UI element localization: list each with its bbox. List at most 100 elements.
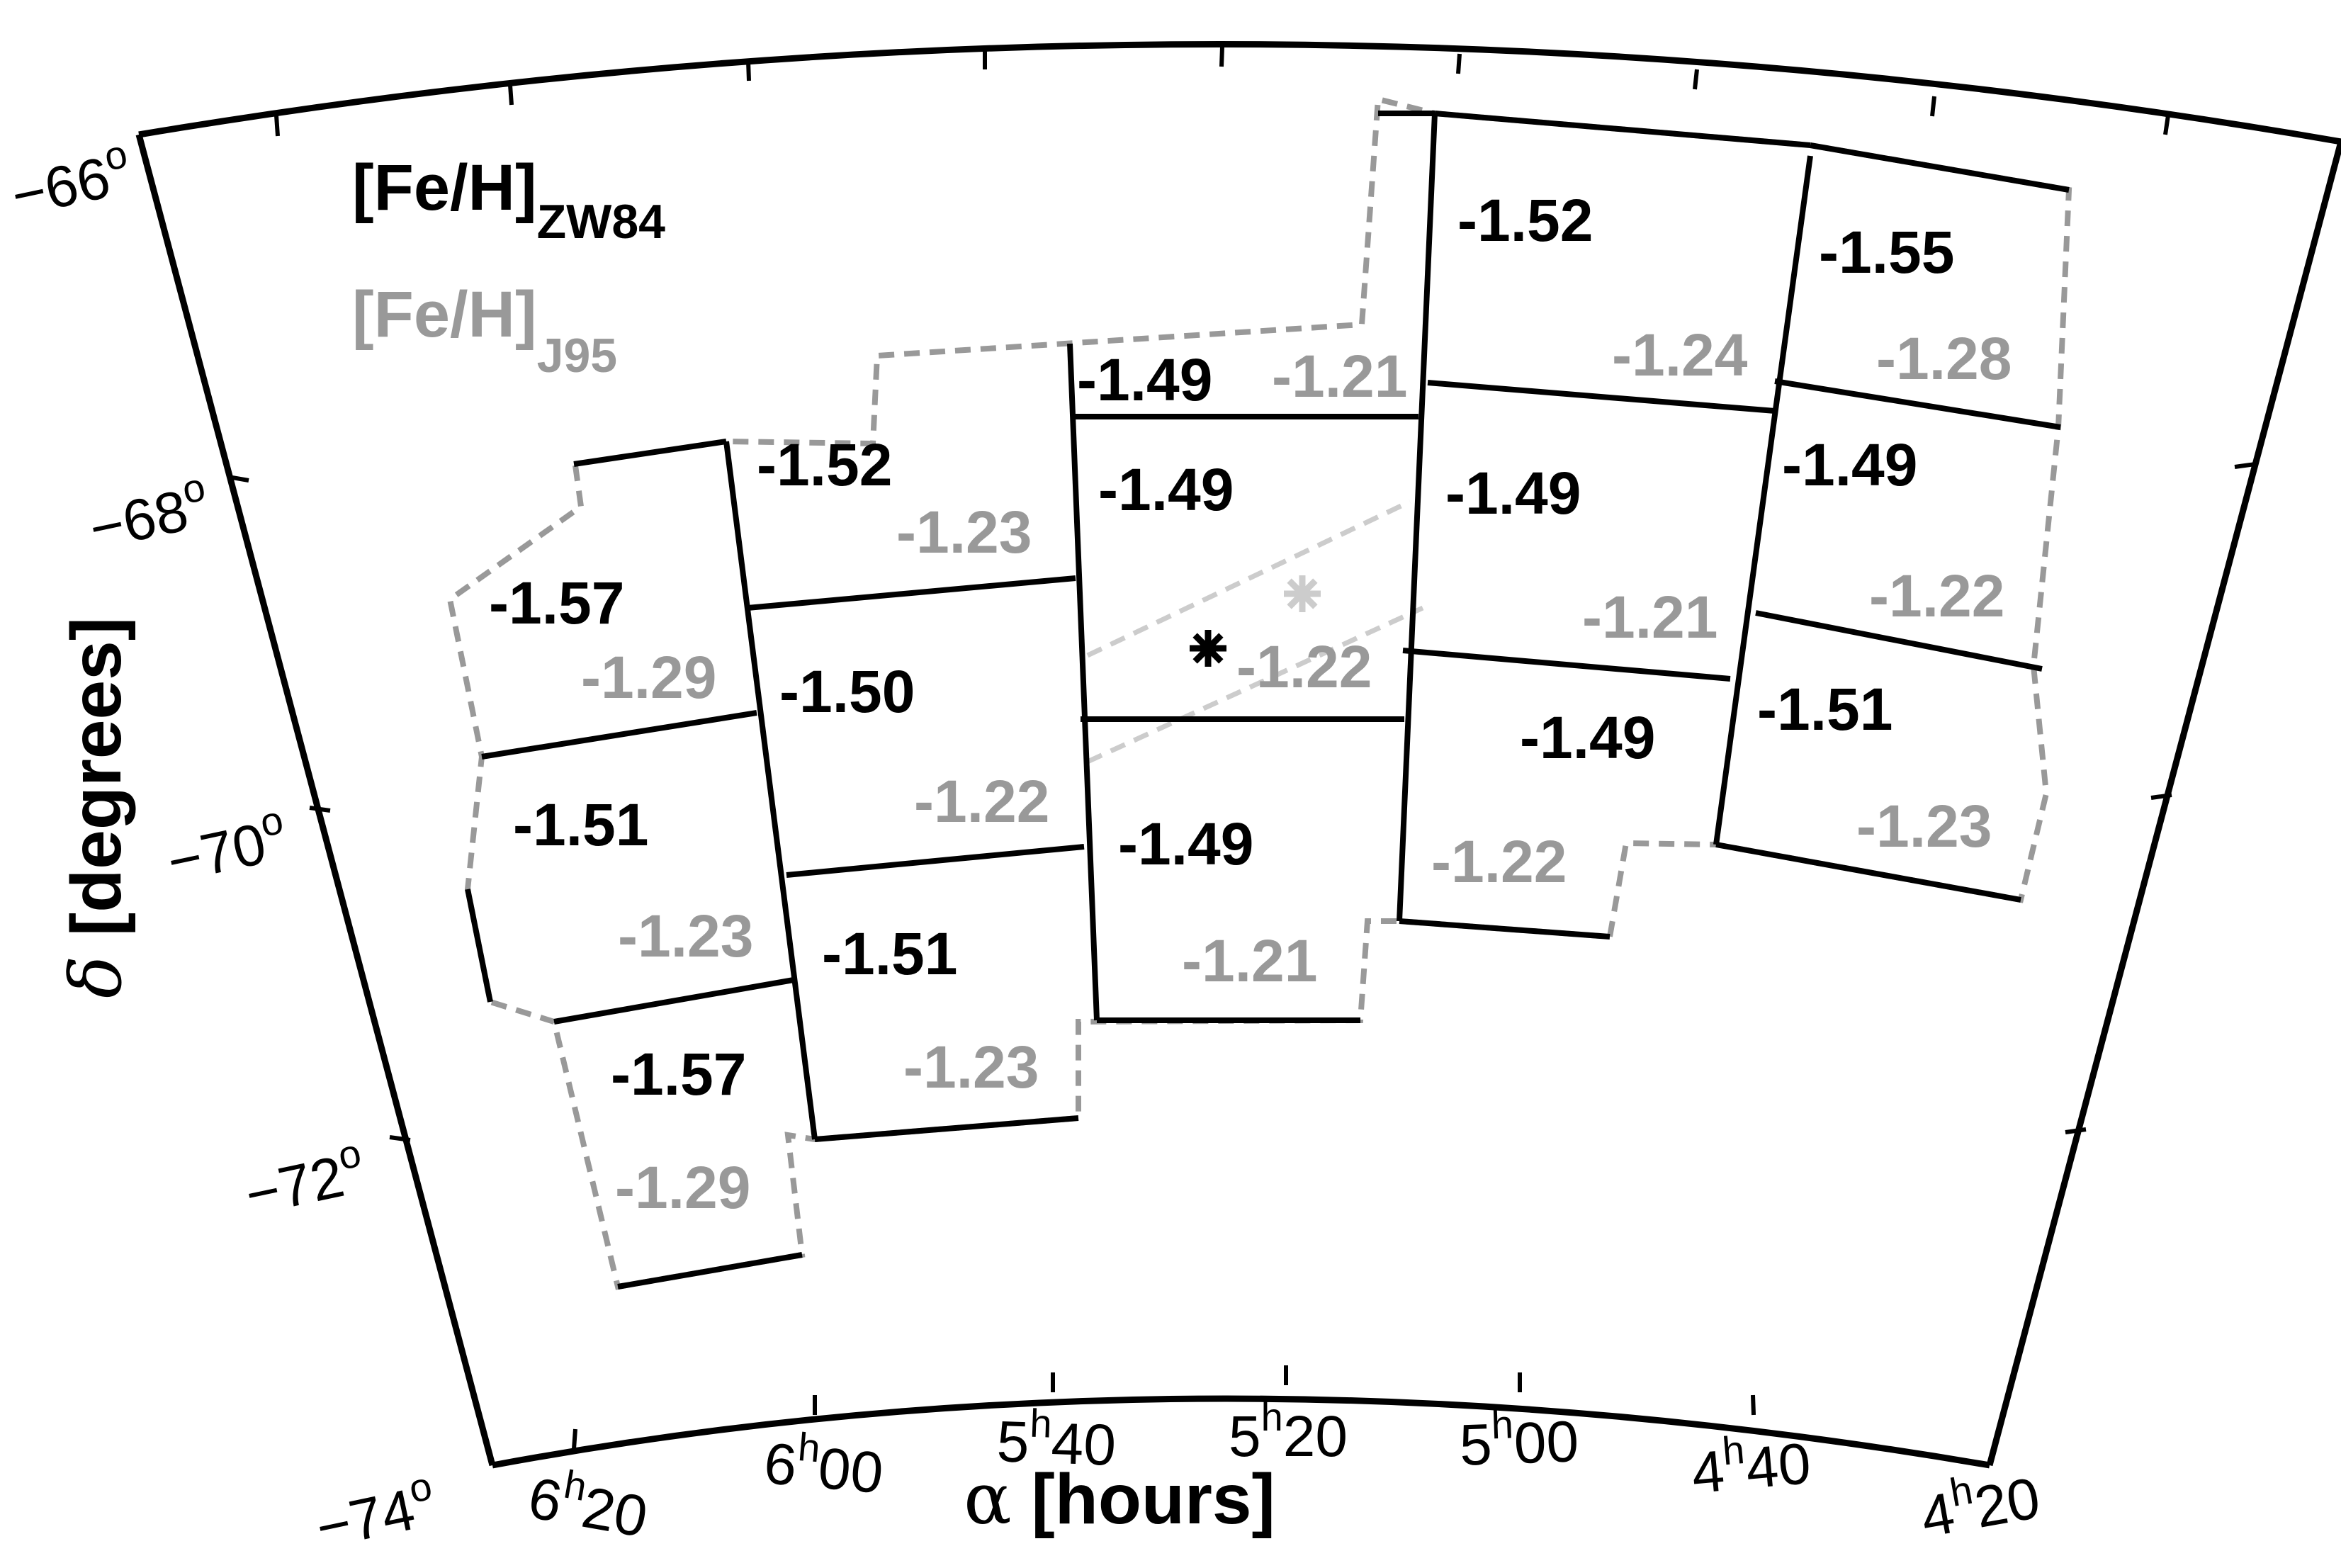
- center-marker-stroke: [1192, 633, 1224, 664]
- x-tick-minutes: 20: [577, 1475, 653, 1550]
- x-tick-h-sup: h: [1261, 1394, 1283, 1439]
- field-value-zw84: -1.49: [1520, 704, 1655, 771]
- y-tick-value: −72: [239, 1144, 349, 1228]
- y-tick-label: −74o: [308, 1463, 441, 1561]
- field-value-j95: -1.21: [1182, 927, 1317, 994]
- legend-primary-sub: ZW84: [537, 195, 666, 249]
- x-tick-bot-1: [572, 1428, 577, 1450]
- field-border-8: [814, 1115, 1079, 1142]
- x-tick-top-7: [1693, 69, 1699, 90]
- field-border-22: [1755, 610, 2043, 672]
- field-border-5: [723, 441, 818, 1140]
- frame-bottom-arc: [492, 1395, 1990, 1469]
- x-tick-h-sup: h: [1491, 1401, 1514, 1447]
- field-value-zw84: -1.49: [1077, 346, 1212, 413]
- field-value-zw84: -1.51: [1757, 676, 1892, 743]
- y-axis-text: [degrees]: [57, 617, 136, 956]
- field-value-zw84: -1.49: [1098, 456, 1234, 523]
- field-value-j95: -1.29: [615, 1154, 750, 1221]
- field-value-j95: -1.24: [1612, 322, 1748, 388]
- map-frame: [135, 40, 2341, 1469]
- field-value-j95: -1.21: [1272, 343, 1407, 410]
- field-value-j95: -1.22: [1431, 828, 1567, 895]
- field-border-17: [1399, 918, 1611, 940]
- x-axis-text: [hours]: [1012, 1460, 1275, 1539]
- x-tick-label: 6h00: [762, 1421, 886, 1506]
- x-tick-label: 5h00: [1458, 1399, 1580, 1478]
- field-value-zw84: -1.49: [1118, 811, 1253, 877]
- x-tick-hours: 6: [762, 1431, 799, 1499]
- y-tick-labels: −66o −68o −70o −72o −74o: [6, 131, 441, 1561]
- field-value-j95: -1.23: [896, 499, 1032, 565]
- x-tick-hours: 5: [1459, 1412, 1494, 1478]
- field-value-zw84: -1.50: [779, 658, 915, 725]
- center-marker-zw84: [1190, 630, 1226, 667]
- field-border-20: [1810, 142, 2070, 193]
- field-border-15: [1427, 380, 1776, 414]
- field-value-j95: -1.22: [914, 768, 1049, 835]
- field-border-18: [1713, 155, 1813, 845]
- field-value-j95: -1.28: [1876, 325, 2012, 392]
- x-tick-label: 4h20: [1914, 1456, 2045, 1550]
- frame-right-edge: [1986, 140, 2341, 1467]
- x-tick-left-3: [389, 1135, 411, 1142]
- x-tick-hours: 5: [995, 1409, 1030, 1475]
- legend-primary-base: [Fe/H]: [352, 152, 537, 224]
- x-tick-h-sup: h: [1029, 1401, 1052, 1446]
- y-tick-label: −68o: [81, 464, 215, 562]
- legend-secondary: [Fe/H]J95: [352, 278, 617, 383]
- field-border-21: [1774, 378, 2061, 430]
- field-border-13: [1397, 113, 1438, 922]
- field-border-6: [747, 575, 1076, 611]
- x-tick-label: 6h20: [524, 1456, 654, 1550]
- field-value-j95: -1.29: [581, 644, 716, 711]
- legend-primary: [Fe/H]ZW84: [352, 152, 665, 249]
- bar-region-dash-1: [1086, 499, 1411, 658]
- x-tick-top-9: [2163, 115, 2170, 135]
- cluster-centers: [1190, 575, 1321, 667]
- x-tick-top-3: [746, 60, 751, 81]
- x-tick-label: 5h20: [1229, 1394, 1348, 1469]
- y-axis-symbol: δ: [55, 956, 137, 998]
- x-tick-label: 4h40: [1688, 1421, 1813, 1506]
- tick-marks: [227, 46, 2256, 1450]
- field-border-3: [553, 977, 794, 1025]
- y-axis-label: δ [degrees]: [55, 617, 137, 998]
- x-tick-top-1: [274, 115, 280, 137]
- x-tick-bot-6: [1751, 1394, 1756, 1416]
- field-value-j95: -1.23: [903, 1034, 1039, 1100]
- y-tick-value: −70: [162, 811, 271, 895]
- x-axis-label: α [hours]: [964, 1457, 1275, 1540]
- field-value-zw84: -1.51: [822, 920, 957, 987]
- field-value-j95: -1.22: [1869, 563, 2004, 629]
- y-tick-label: −70o: [159, 797, 293, 895]
- field-value-zw84: -1.49: [1782, 432, 1917, 498]
- x-tick-left-2: [309, 806, 331, 813]
- y-tick-value: −68: [84, 478, 193, 562]
- bar-region-dash-2: [1086, 605, 1424, 765]
- x-tick-top-6: [1456, 53, 1462, 74]
- x-tick-label: 5h40: [995, 1399, 1117, 1478]
- x-tick-minutes: 20: [1970, 1466, 2045, 1540]
- field-border-4: [617, 1252, 803, 1290]
- field-border-1: [573, 439, 727, 467]
- x-tick-top-8: [1930, 96, 1936, 117]
- x-tick-top-2: [508, 84, 514, 106]
- frame-top-arc: [138, 40, 2341, 145]
- field-value-j95: -1.21: [1582, 584, 1717, 650]
- field-value-j95: -1.22: [1236, 633, 1372, 700]
- x-tick-right-3: [2065, 1127, 2087, 1134]
- x-tick-minutes: 00: [816, 1436, 886, 1506]
- x-tick-hours: 5: [1229, 1404, 1261, 1469]
- field-value-zw84: -1.51: [513, 791, 648, 858]
- x-tick-minutes: 00: [1513, 1409, 1579, 1476]
- x-tick-left-1: [227, 475, 249, 483]
- x-tick-h-sup: h: [1720, 1427, 1747, 1473]
- field-grid: [446, 95, 2072, 1290]
- y-tick-label: −72o: [237, 1130, 371, 1228]
- field-value-zw84: -1.57: [489, 570, 624, 636]
- field-value-j95: -1.23: [1856, 793, 1992, 859]
- y-tick-value: −66: [6, 145, 115, 229]
